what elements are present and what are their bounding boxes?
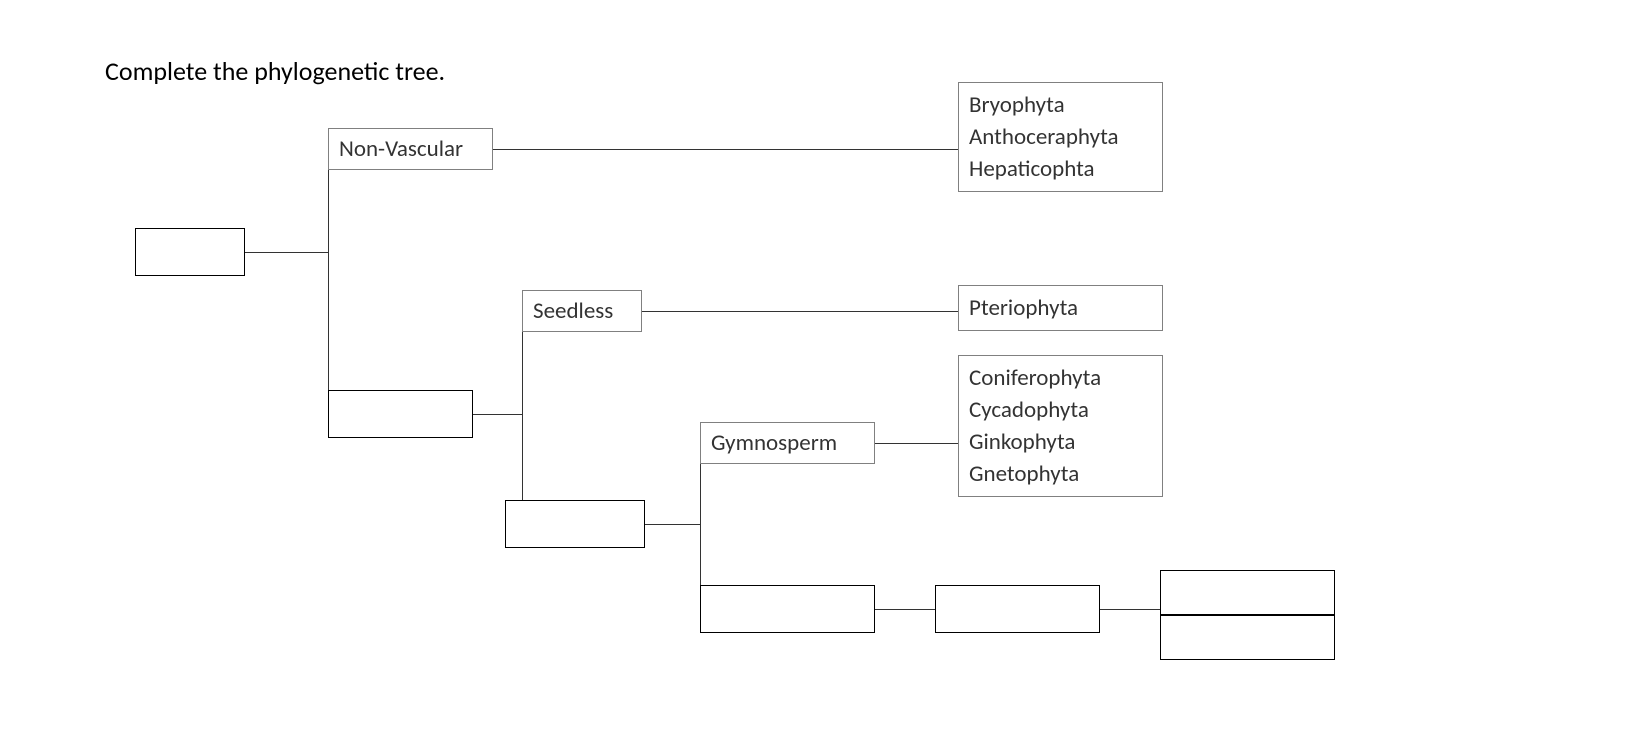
- class2-empty-box[interactable]: [1160, 615, 1335, 660]
- leaf-item: Gnetophyta: [969, 458, 1152, 490]
- root-empty-box[interactable]: [135, 228, 245, 276]
- gymnosperm-label: Gymnosperm: [711, 429, 837, 457]
- vascular-empty-box[interactable]: [328, 390, 473, 438]
- leaf-item: Coniferophyta: [969, 362, 1152, 394]
- seeded-empty-box[interactable]: [505, 500, 645, 548]
- edge-line: [642, 311, 958, 312]
- seedless-label: Seedless: [533, 297, 613, 325]
- edge-line: [1100, 609, 1160, 610]
- edge-line: [328, 170, 329, 390]
- nonvascular-label: Non-Vascular: [339, 135, 463, 163]
- edge-line: [875, 443, 958, 444]
- leaf-item: Anthoceraphyta: [969, 121, 1152, 153]
- leaf-item: Pteriophyta: [969, 292, 1152, 324]
- nonvascular-box: Non-Vascular: [328, 128, 493, 170]
- gymnosperm-box: Gymnosperm: [700, 422, 875, 464]
- edge-line: [522, 332, 523, 500]
- pteriophyta-leaf: Pteriophyta: [958, 285, 1163, 331]
- angiosperm-empty-box[interactable]: [700, 585, 875, 633]
- page-title: Complete the phylogenetic tree.: [105, 55, 445, 87]
- seedless-box: Seedless: [522, 290, 642, 332]
- bryophytes-leaf: BryophytaAnthoceraphytaHepaticophta: [958, 82, 1163, 192]
- leaf-item: Ginkophyta: [969, 426, 1152, 458]
- class1-empty-box[interactable]: [1160, 570, 1335, 615]
- edge-line: [473, 414, 522, 415]
- edge-line: [645, 524, 700, 525]
- leaf-item: Hepaticophta: [969, 153, 1152, 185]
- taxon-empty-box[interactable]: [935, 585, 1100, 633]
- edge-line: [493, 149, 958, 150]
- leaf-item: Bryophyta: [969, 89, 1152, 121]
- edge-line: [700, 464, 701, 585]
- edge-line: [245, 252, 328, 253]
- edge-line: [875, 609, 935, 610]
- leaf-item: Cycadophyta: [969, 394, 1152, 426]
- gymnosperms-leaf: ConiferophytaCycadophytaGinkophytaGnetop…: [958, 355, 1163, 497]
